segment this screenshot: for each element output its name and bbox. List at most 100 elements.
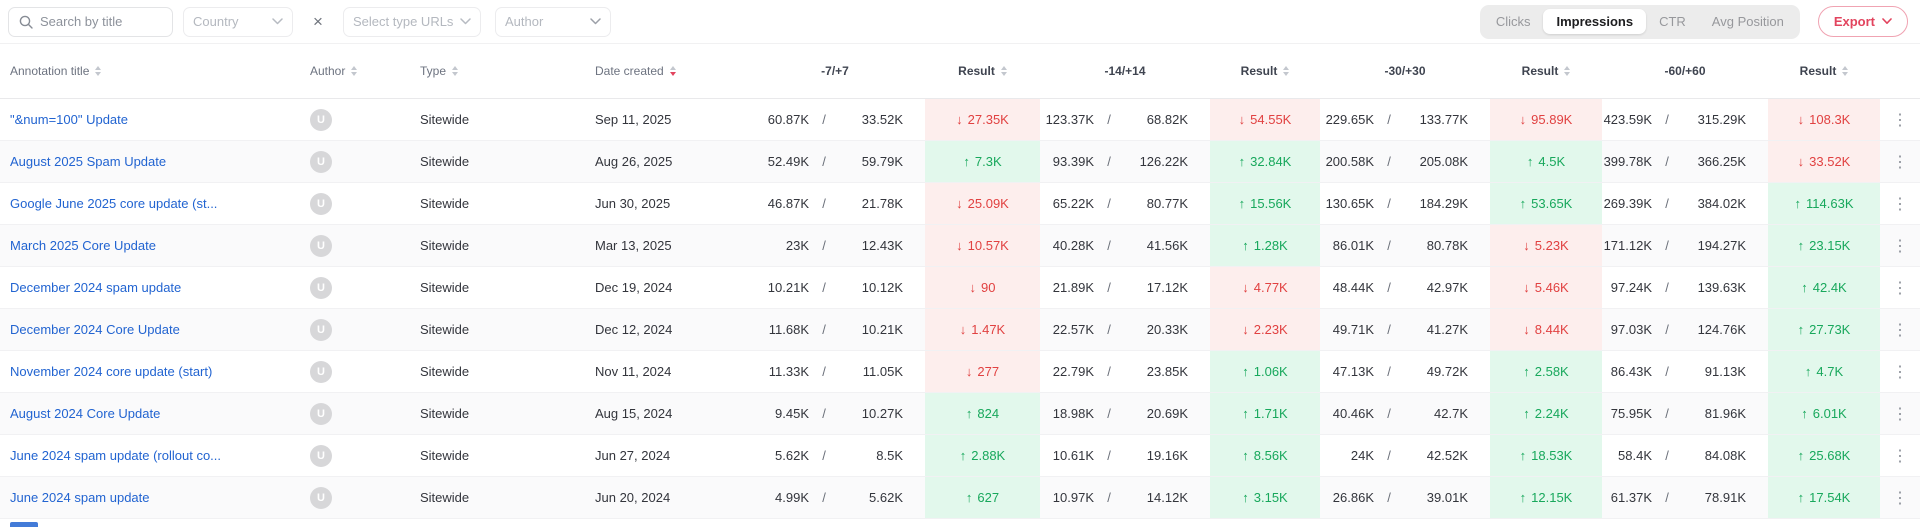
table-row: "&num=100" Update U Sitewide Sep 11, 202… xyxy=(0,99,1920,141)
trend-arrow-icon: ↑ xyxy=(1794,196,1802,211)
result-value: 3.15K xyxy=(1253,490,1288,505)
before-value: 269.39K xyxy=(1603,196,1652,211)
col-header-window-30: -30/+30 xyxy=(1320,64,1490,78)
window-60-values: 399.78K / 366.25K xyxy=(1602,141,1768,182)
window-7-values: 4.99K / 5.62K xyxy=(745,477,925,518)
row-menu-button[interactable]: ⋮ xyxy=(1892,195,1908,213)
annotation-title-link[interactable]: Google June 2025 core update (st... xyxy=(10,196,218,211)
search-icon xyxy=(19,15,33,29)
row-menu-button[interactable]: ⋮ xyxy=(1892,321,1908,339)
metric-tabs: Clicks Impressions CTR Avg Position xyxy=(1479,4,1800,39)
value-separator: / xyxy=(822,448,826,463)
annotation-title-link[interactable]: November 2024 core update (start) xyxy=(10,364,213,379)
before-value: 40.28K xyxy=(1052,238,1094,253)
country-select[interactable]: Country xyxy=(183,6,293,37)
result-value: 32.84K xyxy=(1250,154,1292,169)
row-menu-button[interactable]: ⋮ xyxy=(1892,153,1908,171)
export-button[interactable]: Export xyxy=(1817,6,1908,37)
trend-arrow-icon: ↓ xyxy=(965,364,973,379)
annotation-title-link[interactable]: "&num=100" Update xyxy=(10,112,129,127)
type-cell: Sitewide xyxy=(420,238,470,253)
before-value: 48.44K xyxy=(1332,280,1374,295)
table-body: "&num=100" Update U Sitewide Sep 11, 202… xyxy=(0,99,1920,519)
window-14-values: 22.79K / 23.85K xyxy=(1040,351,1210,392)
annotation-title-link[interactable]: August 2025 Spam Update xyxy=(10,154,167,169)
col-header-author[interactable]: Author xyxy=(300,64,410,78)
annotation-title-link[interactable]: June 2024 spam update xyxy=(10,490,150,505)
table-row: June 2024 spam update U Sitewide Jun 20,… xyxy=(0,477,1920,519)
row-menu-button[interactable]: ⋮ xyxy=(1892,489,1908,507)
author-cell: U xyxy=(300,225,410,266)
annotation-title-link[interactable]: December 2024 Core Update xyxy=(10,322,180,337)
table-row: November 2024 core update (start) U Site… xyxy=(0,351,1920,393)
row-menu-button[interactable]: ⋮ xyxy=(1892,405,1908,423)
avatar: U xyxy=(310,234,332,257)
result-30-cell: ↓ 5.46K xyxy=(1490,267,1602,308)
row-menu-button[interactable]: ⋮ xyxy=(1892,447,1908,465)
col-label: -7/+7 xyxy=(821,64,849,78)
result-60-cell: ↑ 114.63K xyxy=(1768,183,1880,224)
trend-arrow-icon: ↑ xyxy=(1801,406,1808,421)
after-value: 84.08K xyxy=(1704,448,1746,463)
url-type-select[interactable]: Select type URLs xyxy=(343,6,481,37)
trend-arrow-icon: ↓ xyxy=(1523,238,1530,253)
col-header-result-30[interactable]: Result xyxy=(1490,64,1602,78)
result-value: 627 xyxy=(977,490,1000,505)
trend-arrow-icon: ↑ xyxy=(1801,280,1808,295)
search-input[interactable] xyxy=(40,14,162,29)
row-menu-button[interactable]: ⋮ xyxy=(1892,363,1908,381)
author-select[interactable]: Author xyxy=(495,6,611,37)
col-label: Result xyxy=(1799,64,1837,78)
tab-ctr[interactable]: CTR xyxy=(1646,9,1699,34)
row-menu-button[interactable]: ⋮ xyxy=(1892,237,1908,255)
col-header-result-60[interactable]: Result xyxy=(1768,64,1880,78)
result-60-cell: ↓ 33.52K xyxy=(1768,141,1880,182)
tab-clicks[interactable]: Clicks xyxy=(1483,9,1544,34)
result-value: 1.28K xyxy=(1253,238,1288,253)
col-label: -14/+14 xyxy=(1104,64,1146,78)
avatar: U xyxy=(310,318,332,341)
annotation-title-link[interactable]: August 2024 Core Update xyxy=(10,406,161,421)
table-row: Google June 2025 core update (st... U Si… xyxy=(0,183,1920,225)
tab-avg-position[interactable]: Avg Position xyxy=(1699,9,1797,34)
before-value: 58.4K xyxy=(1618,448,1652,463)
result-7-cell: ↓ 90 xyxy=(925,267,1040,308)
before-value: 97.24K xyxy=(1610,280,1652,295)
value-separator: / xyxy=(822,280,826,295)
result-30-cell: ↓ 8.44K xyxy=(1490,309,1602,350)
after-value: 42.97K xyxy=(1426,280,1468,295)
sort-icon xyxy=(452,66,459,76)
window-30-values: 200.58K / 205.08K xyxy=(1320,141,1490,182)
row-menu-button[interactable]: ⋮ xyxy=(1892,279,1908,297)
avatar: U xyxy=(310,444,332,467)
value-separator: / xyxy=(822,322,826,337)
type-cell: Sitewide xyxy=(420,322,470,337)
col-label: -30/+30 xyxy=(1384,64,1426,78)
result-7-cell: ↑ 824 xyxy=(925,393,1040,434)
value-separator: / xyxy=(822,196,826,211)
clear-filters-button[interactable]: × xyxy=(303,7,333,37)
trend-arrow-icon: ↓ xyxy=(1797,154,1805,169)
col-header-annotation-title[interactable]: Annotation title xyxy=(0,64,300,78)
type-cell: Sitewide xyxy=(420,448,470,463)
result-value: 6.01K xyxy=(1812,406,1847,421)
col-header-result-7[interactable]: Result xyxy=(925,64,1040,78)
result-7-cell: ↑ 2.88K xyxy=(925,435,1040,476)
annotation-title-link[interactable]: December 2024 spam update xyxy=(10,280,182,295)
before-value: 423.59K xyxy=(1603,112,1652,127)
result-value: 25.09K xyxy=(967,196,1009,211)
col-header-type[interactable]: Type xyxy=(410,64,585,78)
annotation-title-link[interactable]: March 2025 Core Update xyxy=(10,238,156,253)
avatar: U xyxy=(310,150,332,173)
annotation-title-link[interactable]: June 2024 spam update (rollout co... xyxy=(10,448,222,463)
row-menu-button[interactable]: ⋮ xyxy=(1892,111,1908,129)
tab-impressions[interactable]: Impressions xyxy=(1543,9,1647,34)
value-separator: / xyxy=(1107,154,1111,169)
col-header-result-14[interactable]: Result xyxy=(1210,64,1320,78)
value-separator: / xyxy=(1387,490,1391,505)
after-value: 10.21K xyxy=(861,322,903,337)
value-separator: / xyxy=(1665,196,1669,211)
sort-desc-active-icon xyxy=(669,66,676,76)
window-30-values: 130.65K / 184.29K xyxy=(1320,183,1490,224)
col-header-date-created[interactable]: Date created xyxy=(585,64,745,78)
